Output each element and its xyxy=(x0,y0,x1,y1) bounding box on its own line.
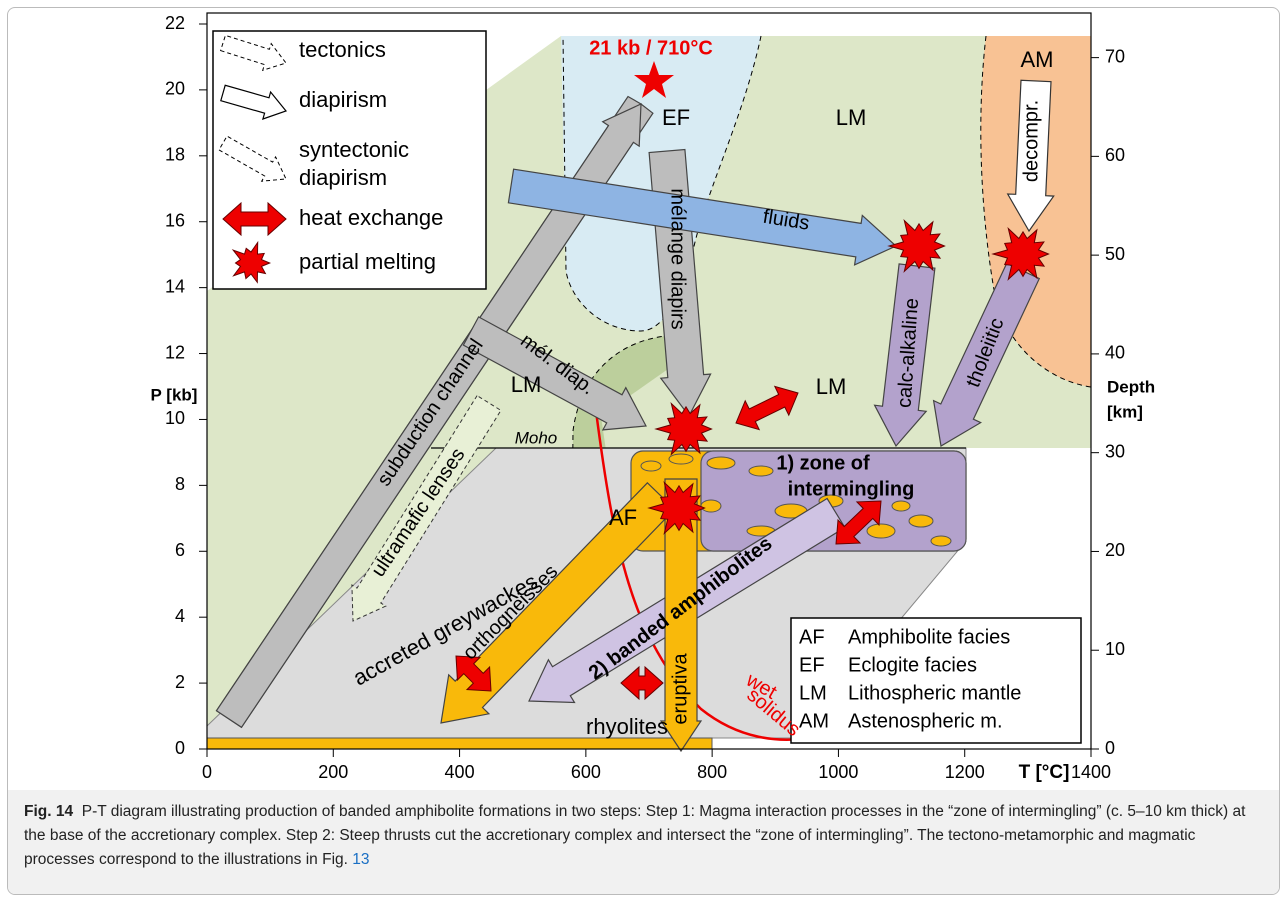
legend-label: diapirism xyxy=(299,165,387,190)
caption-link[interactable]: 13 xyxy=(352,851,369,868)
arrow-label: mélange diapirs xyxy=(667,188,689,329)
y-tick-label: 18 xyxy=(165,145,185,165)
arrow-label: decompr. xyxy=(1020,100,1042,182)
y2-tick-label: 40 xyxy=(1105,343,1125,363)
region-label: EF xyxy=(662,105,690,130)
region-label: LM xyxy=(816,374,847,399)
y2-tick-label: 70 xyxy=(1105,46,1125,66)
x-tick-label: 1200 xyxy=(945,762,985,782)
arrow-label: eruptiva xyxy=(669,653,691,725)
abbrev-meaning: Lithospheric mantle xyxy=(848,682,1021,704)
melt-blob xyxy=(707,457,735,469)
region-label: AF xyxy=(609,505,637,530)
melt-blob xyxy=(909,515,933,527)
abbrev-meaning: Amphibolite facies xyxy=(848,626,1010,648)
melt-blob xyxy=(749,466,773,476)
y-tick-label: 2 xyxy=(175,672,185,692)
x-tick-label: 800 xyxy=(697,762,727,782)
rhyolite-layer xyxy=(207,738,712,749)
zone-label: 1) zone of xyxy=(776,452,870,474)
y-tick-label: 12 xyxy=(165,342,185,362)
x-tick-label: 600 xyxy=(571,762,601,782)
y2-tick-label: 20 xyxy=(1105,540,1125,560)
melt-blob xyxy=(669,454,693,464)
region-label: LM xyxy=(836,105,867,130)
abbrev-meaning: Eclogite facies xyxy=(848,654,977,676)
legend-label: heat exchange xyxy=(299,205,443,230)
x-axis-label: T [°C] xyxy=(1019,762,1070,783)
abbrev-code: AF xyxy=(799,626,825,648)
melt-blob xyxy=(867,524,895,538)
x-tick-label: 1000 xyxy=(818,762,858,782)
zone-label: intermingling xyxy=(788,478,915,500)
x-tick-label: 0 xyxy=(202,762,212,782)
legend-label: syntectonic xyxy=(299,137,409,162)
caption-text: P-T diagram illustrating production of b… xyxy=(24,803,1245,868)
x-tick-label: 400 xyxy=(445,762,475,782)
region-label: AM xyxy=(1021,47,1054,72)
y2-tick-label: 60 xyxy=(1105,145,1125,165)
y2-tick-label: 50 xyxy=(1105,244,1125,264)
y-tick-label: 22 xyxy=(165,13,185,33)
moho-label: Moho xyxy=(515,428,558,447)
abbrev-meaning: Astenospheric m. xyxy=(848,710,1003,732)
y-tick-label: 6 xyxy=(175,540,185,560)
y2-axis-label: Depth xyxy=(1107,377,1155,396)
y2-axis-label: [km] xyxy=(1107,402,1143,421)
abbrev-code: EF xyxy=(799,654,825,676)
y-tick-label: 4 xyxy=(175,606,185,626)
x-tick-label: 200 xyxy=(318,762,348,782)
diagram: 21 kb / 710°C EF LM AM LM LM AF Moho acc… xyxy=(8,8,1279,790)
y2-tick-label: 10 xyxy=(1105,639,1125,659)
legend-label: diapirism xyxy=(299,87,387,112)
melt-blob xyxy=(931,536,951,546)
legend-label: tectonics xyxy=(299,37,386,62)
y-tick-label: 8 xyxy=(175,474,185,494)
region-label: LM xyxy=(511,372,542,397)
y-tick-label: 20 xyxy=(165,79,185,99)
y-tick-label: 0 xyxy=(175,738,185,758)
melt-blob xyxy=(641,461,661,471)
caption-label: Fig. 14 xyxy=(24,803,73,820)
melt-blob xyxy=(892,501,910,511)
y2-tick-label: 30 xyxy=(1105,441,1125,461)
abbrev-code: LM xyxy=(799,682,827,704)
peak-label: 21 kb / 710°C xyxy=(589,37,713,59)
abbrev-code: AM xyxy=(799,710,829,732)
y-tick-label: 10 xyxy=(165,408,185,428)
x-tick-label: 1400 xyxy=(1071,762,1111,782)
y2-tick-label: 0 xyxy=(1105,738,1115,758)
y-tick-label: 14 xyxy=(165,276,185,296)
melt-blob xyxy=(701,500,721,512)
figure: 21 kb / 710°C EF LM AM LM LM AF Moho acc… xyxy=(7,7,1280,895)
caption: Fig. 14 P-T diagram illustrating product… xyxy=(8,790,1279,894)
legend-label: partial melting xyxy=(299,249,436,274)
region-label: rhyolites xyxy=(586,714,668,739)
y-axis-label: P [kb] xyxy=(151,385,198,404)
y-tick-label: 16 xyxy=(165,210,185,230)
